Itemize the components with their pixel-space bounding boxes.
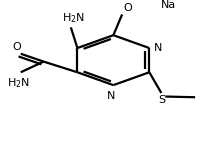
Text: O: O	[12, 42, 21, 52]
Text: H$_2$N: H$_2$N	[7, 76, 30, 90]
Text: H$_2$N: H$_2$N	[61, 11, 85, 24]
Text: N: N	[154, 43, 162, 53]
Text: Na: Na	[161, 0, 177, 10]
Text: S: S	[158, 95, 165, 105]
Text: N: N	[107, 91, 115, 101]
Text: O: O	[123, 3, 132, 13]
